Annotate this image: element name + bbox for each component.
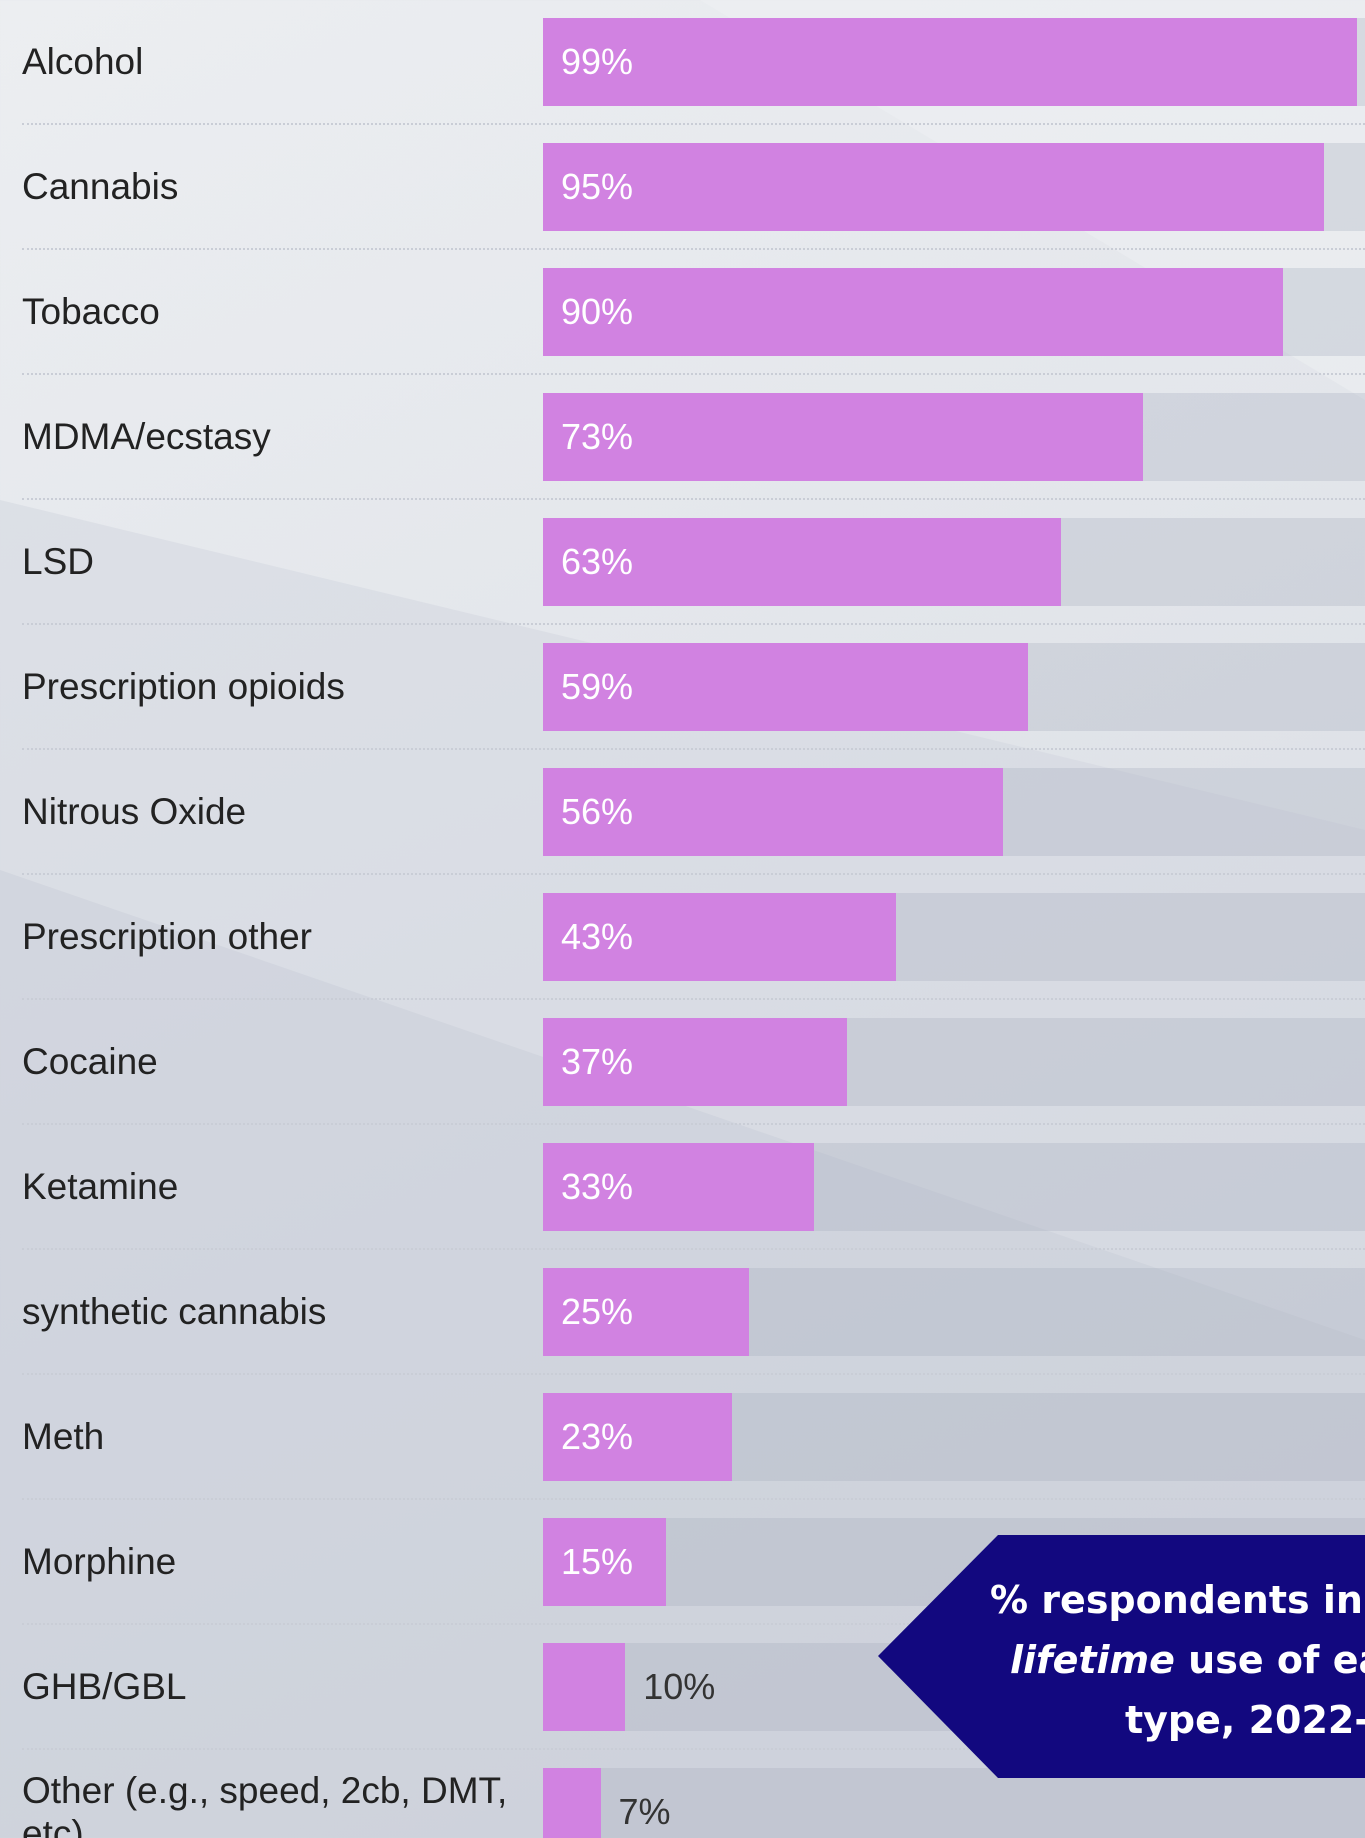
callout-emphasis: lifetime [1010, 1638, 1175, 1682]
value-label: 43% [561, 916, 634, 957]
value-label: 23% [561, 1416, 634, 1457]
bar [543, 18, 1357, 106]
row-divider [22, 248, 1365, 250]
bar-row: MDMA/ecstasy 73% [0, 375, 1365, 500]
category-label: Ketamine [22, 1166, 179, 1208]
value-label: 63% [561, 541, 634, 582]
bar [543, 1768, 601, 1838]
value-label: 59% [561, 666, 634, 707]
value-label: 56% [561, 791, 634, 832]
value-label: 15% [561, 1541, 634, 1582]
category-label: GHB/GBL [22, 1666, 187, 1708]
bar-row: Nitrous Oxide 56% [0, 750, 1365, 875]
callout-arrow-shape [878, 1535, 1365, 1778]
bar [543, 1018, 848, 1106]
callout-banner [878, 1535, 1365, 1778]
row-divider [22, 123, 1365, 125]
bar-row: Alcohol 99% [0, 0, 1365, 125]
category-label: synthetic cannabis [22, 1291, 327, 1333]
value-label: 90% [561, 291, 634, 332]
bar-row: LSD 63% [0, 500, 1365, 625]
bar [543, 268, 1283, 356]
row-divider [22, 1748, 1365, 1750]
bar [543, 393, 1144, 481]
bar [543, 1143, 815, 1231]
callout-line-2: lifetime use of ea [990, 1630, 1365, 1690]
callout-line-1: % respondents in [990, 1578, 1363, 1622]
bar [543, 1268, 749, 1356]
category-label: Morphine [22, 1541, 177, 1583]
value-label: 7% [618, 1791, 671, 1832]
bar-row: Cocaine 37% [0, 1000, 1365, 1125]
bar [543, 1518, 667, 1606]
row-divider [22, 998, 1365, 1000]
bar [543, 893, 897, 981]
bar [543, 1643, 626, 1731]
callout-line-3: type, 2022- [1125, 1698, 1365, 1742]
bar-track [543, 1768, 1365, 1838]
row-divider [22, 1623, 1365, 1625]
bar [543, 143, 1324, 231]
callout-caption: % respondents in lifetime use of ea type… [990, 1570, 1365, 1750]
bar [543, 1393, 733, 1481]
bar-row: Prescription other 43% [0, 875, 1365, 1000]
category-label: Prescription opioids [22, 666, 345, 708]
row-divider [22, 873, 1365, 875]
category-label: Other (e.g., speed, 2cb, DMT, etc) [22, 1769, 508, 1838]
category-label: Cocaine [22, 1041, 158, 1083]
row-divider [22, 1498, 1365, 1500]
value-label: 10% [643, 1666, 716, 1707]
value-label: 95% [561, 166, 634, 207]
bar [543, 768, 1004, 856]
category-label: Nitrous Oxide [22, 791, 247, 833]
row-divider [22, 1123, 1365, 1125]
category-label: MDMA/ecstasy [22, 416, 271, 458]
category-label: Cannabis [22, 166, 179, 208]
row-divider [22, 1248, 1365, 1250]
value-label: 73% [561, 416, 634, 457]
bar-row: Ketamine 33% [0, 1125, 1365, 1250]
category-label: Tobacco [22, 291, 160, 333]
bar-row: Meth 23% [0, 1375, 1365, 1500]
bar [543, 643, 1028, 731]
row-divider [22, 498, 1365, 500]
row-divider [22, 1373, 1365, 1375]
bar-row: Cannabis 95% [0, 125, 1365, 250]
bar-row: synthetic cannabis 25% [0, 1250, 1365, 1375]
row-divider [22, 373, 1365, 375]
row-divider [22, 623, 1365, 625]
row-divider [22, 748, 1365, 750]
category-label: Meth [22, 1416, 105, 1458]
category-label: Prescription other [22, 916, 312, 958]
bar [543, 518, 1061, 606]
value-label: 25% [561, 1291, 634, 1332]
category-label: LSD [22, 541, 94, 583]
bar-row: Other (e.g., speed, 2cb, DMT, etc) 7% [0, 1750, 1365, 1838]
value-label: 99% [561, 41, 634, 82]
value-label: 37% [561, 1041, 634, 1082]
callout-line-2-rest: use of ea [1174, 1638, 1365, 1682]
bar-row: Tobacco 90% [0, 250, 1365, 375]
bar-row: Prescription opioids 59% [0, 625, 1365, 750]
value-label: 33% [561, 1166, 634, 1207]
category-label: Alcohol [22, 41, 144, 83]
